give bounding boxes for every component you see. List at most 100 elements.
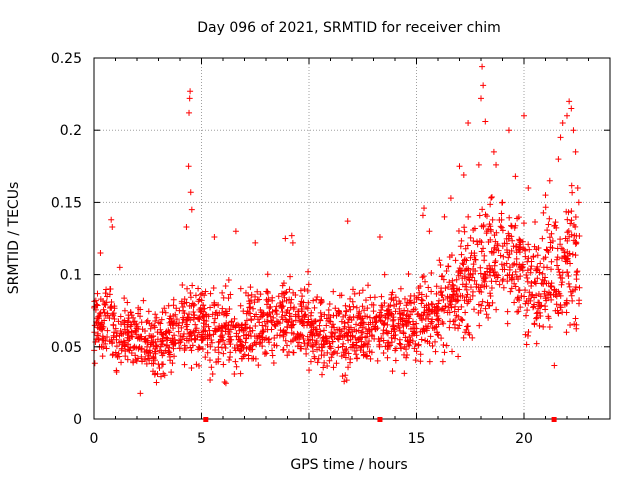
data-point — [315, 332, 322, 339]
data-point — [264, 312, 271, 319]
data-point — [565, 280, 572, 287]
data-point — [191, 314, 198, 321]
data-point — [121, 342, 128, 349]
data-point — [318, 299, 325, 306]
data-point — [204, 349, 211, 356]
data-point — [523, 312, 530, 319]
data-point — [205, 313, 212, 320]
data-point — [460, 334, 467, 341]
data-point — [325, 306, 332, 313]
data-point — [134, 323, 141, 330]
data-point — [365, 282, 372, 289]
data-point — [515, 247, 522, 254]
data-point — [540, 323, 547, 330]
data-point — [421, 205, 428, 212]
data-point — [461, 224, 468, 231]
data-point — [111, 329, 118, 336]
data-point — [353, 351, 360, 358]
data-point — [440, 342, 447, 349]
data-point — [571, 232, 578, 239]
data-point — [500, 276, 507, 283]
data-point — [175, 322, 182, 329]
data-point — [142, 327, 149, 334]
data-point — [222, 345, 229, 352]
data-point — [442, 303, 449, 310]
data-point — [196, 362, 203, 369]
y-tick-label: 0.05 — [51, 340, 82, 356]
data-point — [438, 306, 445, 313]
data-point — [153, 379, 160, 386]
data-point — [192, 292, 199, 299]
data-point — [317, 317, 324, 324]
data-point — [198, 297, 205, 304]
data-point — [435, 332, 442, 339]
data-point — [548, 283, 555, 290]
data-point — [351, 290, 358, 297]
data-point — [523, 272, 530, 279]
data-point — [95, 335, 102, 342]
data-point — [130, 359, 137, 366]
data-point — [472, 256, 479, 263]
data-point — [508, 276, 515, 283]
data-point — [146, 357, 153, 364]
data-point — [482, 211, 489, 218]
data-point — [384, 343, 391, 350]
data-point — [487, 290, 494, 297]
data-point — [537, 313, 544, 320]
data-point — [553, 293, 560, 300]
data-point — [321, 340, 328, 347]
data-point — [559, 279, 566, 286]
data-point — [385, 306, 392, 313]
data-point — [477, 307, 484, 314]
data-point — [199, 290, 206, 297]
data-point — [347, 336, 354, 343]
data-point — [273, 307, 280, 314]
data-point — [554, 254, 561, 261]
data-point — [570, 221, 577, 228]
data-point — [199, 337, 206, 344]
data-point — [100, 337, 107, 343]
data-point — [458, 315, 465, 322]
data-point — [324, 349, 331, 356]
data-point — [568, 292, 575, 299]
data-point — [288, 324, 295, 331]
data-point — [417, 328, 424, 335]
data-point — [154, 370, 161, 377]
data-point — [470, 270, 477, 277]
data-point — [135, 345, 142, 352]
data-point — [422, 315, 429, 322]
data-point — [282, 312, 289, 319]
data-point — [419, 212, 426, 219]
data-point — [535, 299, 542, 306]
data-point — [269, 347, 276, 354]
data-point — [342, 372, 349, 379]
data-point — [178, 324, 185, 331]
data-point — [513, 242, 520, 249]
data-point — [552, 219, 559, 226]
data-point — [215, 349, 222, 356]
data-point — [226, 329, 233, 336]
data-point — [411, 299, 418, 306]
data-point — [128, 312, 135, 319]
data-point — [164, 342, 171, 349]
data-point — [497, 252, 504, 259]
data-point — [249, 355, 256, 362]
x-axis-marks — [203, 417, 557, 422]
data-point — [471, 252, 478, 259]
data-point — [343, 307, 350, 314]
data-point — [132, 352, 139, 359]
data-point — [260, 327, 267, 334]
data-point — [320, 364, 327, 371]
data-point — [313, 326, 320, 333]
data-point — [339, 343, 346, 350]
data-point — [376, 234, 383, 241]
data-point — [184, 326, 191, 333]
data-point — [237, 348, 244, 355]
data-point — [509, 237, 516, 244]
data-point — [434, 307, 441, 314]
data-point — [263, 350, 270, 357]
data-point — [445, 263, 452, 270]
data-point — [145, 308, 152, 315]
data-point — [576, 284, 583, 291]
data-point — [532, 280, 539, 287]
